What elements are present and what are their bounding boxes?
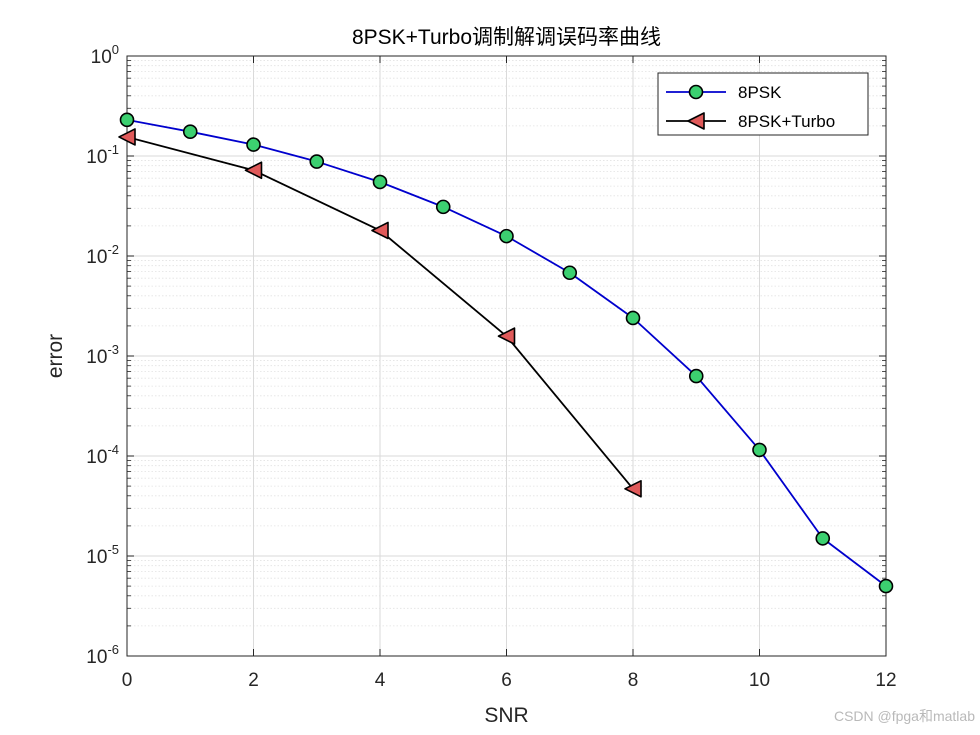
legend-label: 8PSK+Turbo xyxy=(738,112,835,131)
data-point xyxy=(118,128,136,146)
y-tick-label: 10-3 xyxy=(86,342,119,368)
legend-items: 8PSK 8PSK+Turbo xyxy=(666,83,835,131)
x-tick-label: 0 xyxy=(122,670,133,691)
x-tick-label: 4 xyxy=(375,670,386,691)
y-tick-label: 10-6 xyxy=(86,642,119,668)
y-tick-label: 10-2 xyxy=(86,242,119,268)
x-tick-label: 10 xyxy=(749,670,770,691)
grid xyxy=(126,55,887,657)
data-point xyxy=(371,221,389,240)
series xyxy=(118,112,894,594)
series-group xyxy=(118,128,642,498)
data-point xyxy=(688,368,704,384)
data-point xyxy=(309,154,325,169)
data-point xyxy=(372,174,388,190)
data-point xyxy=(244,161,263,180)
legend-label: 8PSK xyxy=(738,83,782,102)
data-point xyxy=(815,531,831,546)
y-axis-label: error xyxy=(44,334,67,378)
legend: 8PSK 8PSK+Turbo xyxy=(657,72,869,136)
legend-marker xyxy=(687,112,705,130)
data-point xyxy=(499,228,514,244)
y-tick-label: 10-5 xyxy=(86,542,119,568)
data-point xyxy=(119,112,135,128)
data-point xyxy=(562,265,578,281)
legend-marker xyxy=(688,84,704,100)
y-tick-label: 10-1 xyxy=(86,142,119,168)
series-group xyxy=(119,112,894,594)
legend-box xyxy=(657,72,869,136)
x-axis-label: SNR xyxy=(484,704,528,727)
x-tick-label: 8 xyxy=(628,670,639,691)
chart-title: 8PSK+Turbo调制解调误码率曲线 xyxy=(352,26,661,49)
data-point xyxy=(435,199,451,215)
x-tick-label: 2 xyxy=(248,670,259,691)
x-tick-label: 6 xyxy=(501,670,512,691)
data-point xyxy=(182,124,198,139)
y-tick-label: 100 xyxy=(91,42,119,68)
data-point xyxy=(624,479,642,498)
data-point xyxy=(246,137,261,152)
data-point xyxy=(752,442,767,458)
axis-ticks: 0 2 4 6 8 10 12 100 10-1 10-2 10-3 10-4 10-5 10-6 xyxy=(86,42,896,691)
y-tick-label: 10-4 xyxy=(86,442,119,468)
x-tick-label: 12 xyxy=(875,670,896,691)
data-point xyxy=(497,327,516,345)
watermark: CSDN @fpga和matlab xyxy=(834,708,975,724)
data-point xyxy=(878,578,894,594)
data-point xyxy=(625,310,641,326)
